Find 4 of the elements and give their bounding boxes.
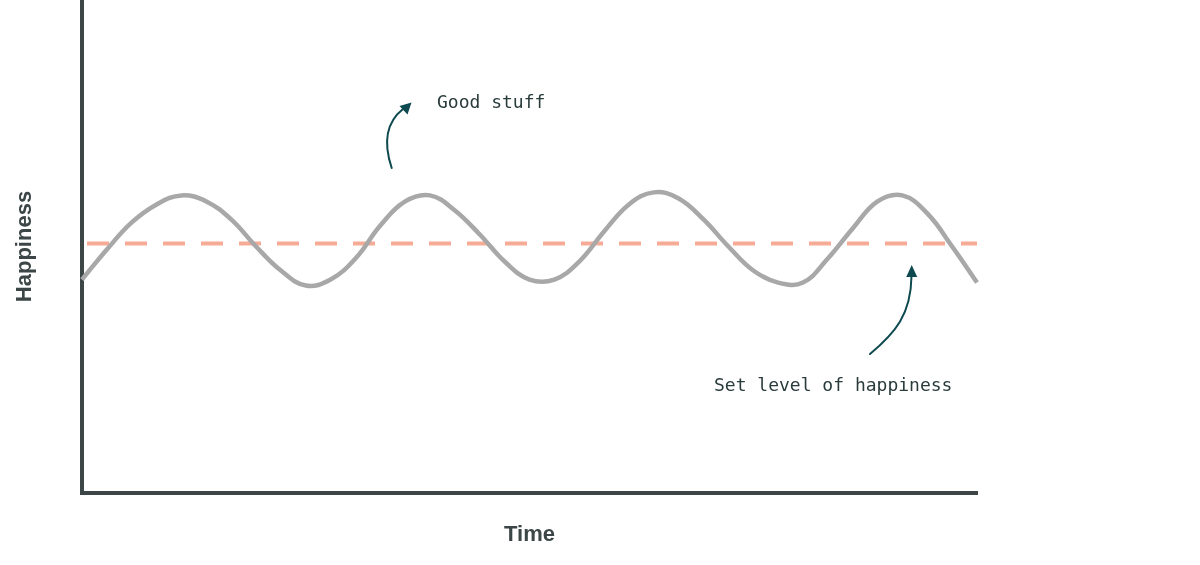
text: Good stuff	[437, 90, 546, 112]
y-axis-title: Happiness	[11, 190, 37, 303]
x-axis-title: Time	[504, 520, 555, 546]
annotation: Set level of happiness	[714, 373, 953, 395]
